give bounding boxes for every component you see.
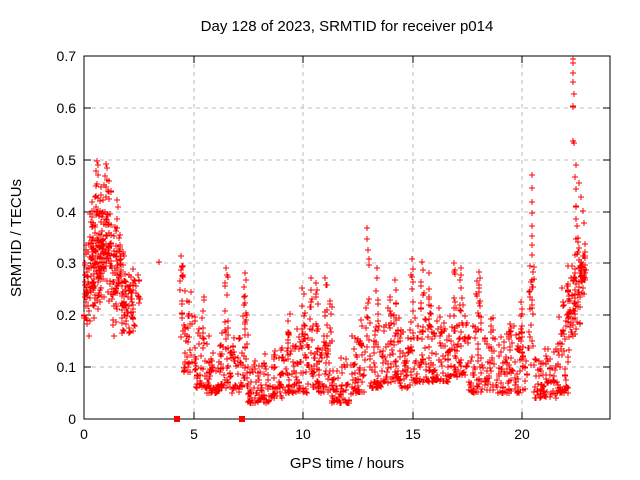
x-axis-label: GPS time / hours: [290, 455, 404, 472]
data-points-flagged: [174, 416, 245, 422]
y-tick-label: 0.7: [57, 48, 77, 64]
square-marker: [174, 416, 180, 422]
x-tick-labels: 0 5 10 15 20: [80, 426, 530, 442]
scatter-marker-path: [81, 56, 589, 406]
y-tick-label: 0: [68, 411, 76, 427]
y-tick-label: 0.1: [57, 359, 77, 375]
x-tick-label: 15: [405, 426, 421, 442]
y-tick-labels: 0 0.1 0.2 0.3 0.4 0.5 0.6 0.7: [57, 48, 77, 427]
y-axis-label: SRMTID / TECUs: [8, 179, 25, 297]
y-tick-label: 0.5: [57, 152, 77, 168]
x-tick-label: 10: [295, 426, 311, 442]
x-tick-label: 0: [80, 426, 88, 442]
y-tick-label: 0.2: [57, 307, 77, 323]
y-tick-label: 0.3: [57, 255, 77, 271]
y-tick-label: 0.4: [57, 204, 77, 220]
data-points-srmtid: [81, 56, 589, 406]
y-tick-label: 0.6: [57, 100, 77, 116]
square-marker: [239, 416, 245, 422]
axis-frame: [83, 55, 611, 420]
x-tick-label: 20: [514, 426, 530, 442]
chart-title: Day 128 of 2023, SRMTID for receiver p01…: [201, 18, 494, 35]
x-tick-label: 5: [190, 426, 198, 442]
